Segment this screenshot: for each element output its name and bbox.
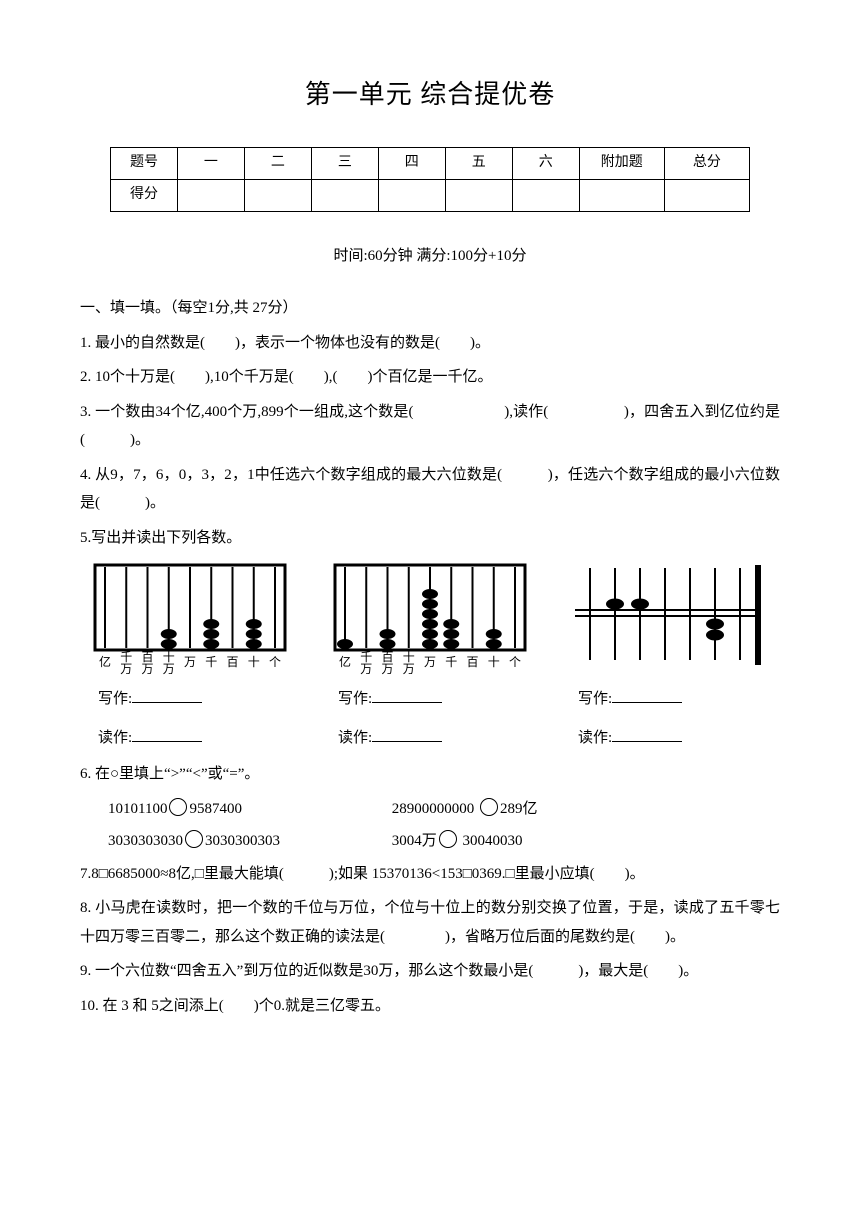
th-col: 附加题	[579, 148, 664, 180]
svg-text:个: 个	[509, 655, 521, 669]
th-col: 二	[244, 148, 311, 180]
table-row: 题号 一 二 三 四 五 六 附加题 总分	[111, 148, 750, 180]
td-blank	[378, 179, 445, 211]
question-7: 7.8□6685000≈8亿,□里最大能填( );如果 15370136<153…	[80, 860, 780, 889]
th-col: 三	[311, 148, 378, 180]
td-label: 得分	[111, 179, 178, 211]
abacus-1: 亿千万百万十万万千百十个 写作: 读作:	[80, 560, 300, 752]
svg-text:亿: 亿	[99, 654, 111, 669]
compare-rhs: 9587400	[189, 801, 242, 817]
question-3: 3. 一个数由34个亿,400个万,899个一组成,这个数是( ),读作( )，…	[80, 398, 780, 455]
svg-text:万: 万	[381, 662, 393, 675]
th-col: 四	[378, 148, 445, 180]
write-label: 写作:	[578, 691, 612, 707]
read-label: 读作:	[578, 730, 612, 746]
score-table: 题号 一 二 三 四 五 六 附加题 总分 得分	[110, 147, 750, 211]
svg-text:万: 万	[424, 655, 436, 669]
svg-text:亿: 亿	[339, 654, 351, 669]
abacus-3-svg	[570, 560, 770, 675]
question-8: 8. 小马虎在读数时，把一个数的千位与万位，个位与十位上的数分别交换了位置，于是…	[80, 894, 780, 951]
compare-lhs: 10101100	[108, 801, 167, 817]
write-line-2: 写作:	[320, 685, 442, 714]
question-6-row1: 10101100 9587400 28900000000 289亿	[80, 795, 780, 824]
read-label: 读作:	[338, 730, 372, 746]
svg-text:百: 百	[226, 655, 238, 669]
blank-underline	[132, 727, 202, 742]
blank-underline	[132, 688, 202, 703]
compare-circle-icon	[169, 798, 187, 816]
td-blank	[244, 179, 311, 211]
read-line-3: 读作:	[560, 724, 682, 753]
blank-underline	[612, 727, 682, 742]
write-line-1: 写作:	[80, 685, 202, 714]
compare-circle-icon	[185, 830, 203, 848]
write-line-3: 写作:	[560, 685, 682, 714]
compare-rhs: 289亿	[500, 801, 538, 817]
blank-underline	[612, 688, 682, 703]
compare-rhs: 3030300303	[205, 833, 280, 849]
td-blank	[664, 179, 749, 211]
compare-circle-icon	[439, 830, 457, 848]
write-label: 写作:	[98, 691, 132, 707]
question-2: 2. 10个十万是( ),10个千万是( ),( )个百亿是一千亿。	[80, 363, 780, 392]
compare-lhs: 28900000000	[392, 801, 478, 817]
svg-text:个: 个	[269, 655, 281, 669]
th-col: 五	[445, 148, 512, 180]
compare-lhs: 3004万	[392, 833, 437, 849]
svg-text:万: 万	[360, 662, 372, 675]
svg-text:万: 万	[141, 662, 153, 675]
td-blank	[311, 179, 378, 211]
compare-rhs: 30040030	[459, 833, 523, 849]
write-label: 写作:	[338, 691, 372, 707]
th-col: 总分	[664, 148, 749, 180]
question-1: 1. 最小的自然数是( )，表示一个物体也没有的数是( )。	[80, 329, 780, 358]
svg-text:十: 十	[488, 655, 500, 669]
read-label: 读作:	[98, 730, 132, 746]
question-6-heading: 6. 在○里填上“>”“<”或“=”。	[80, 760, 780, 789]
abacus-3: 写作: 读作:	[560, 560, 780, 752]
read-line-2: 读作:	[320, 724, 442, 753]
question-6-row2: 3030303030 3030300303 3004万 30040030	[80, 827, 780, 856]
table-row: 得分	[111, 179, 750, 211]
td-blank	[445, 179, 512, 211]
abacus-1-svg: 亿千万百万十万万千百十个	[90, 560, 290, 675]
th-col: 六	[512, 148, 579, 180]
read-line-1: 读作:	[80, 724, 202, 753]
svg-text:千: 千	[445, 655, 457, 669]
th-col: 一	[177, 148, 244, 180]
abacus-2: 亿千万百万十万万千百十个 写作: 读作:	[320, 560, 540, 752]
blank-underline	[372, 727, 442, 742]
svg-text:万: 万	[163, 662, 175, 675]
svg-text:万: 万	[403, 662, 415, 675]
svg-text:千: 千	[205, 655, 217, 669]
svg-text:百: 百	[466, 655, 478, 669]
td-blank	[177, 179, 244, 211]
svg-text:十: 十	[248, 655, 260, 669]
blank-underline	[372, 688, 442, 703]
td-blank	[579, 179, 664, 211]
abacus-row: 亿千万百万十万万千百十个 写作: 读作: 亿千万百万十万万千百十个 写作: 读作…	[80, 560, 780, 752]
question-10: 10. 在 3 和 5之间添上( )个0.就是三亿零五。	[80, 992, 780, 1021]
svg-text:万: 万	[120, 662, 132, 675]
question-4: 4. 从9，7，6，0，3，2，1中任选六个数字组成的最大六位数是( )，任选六…	[80, 461, 780, 518]
page-title: 第一单元 综合提优卷	[80, 70, 780, 119]
th-label: 题号	[111, 148, 178, 180]
svg-text:万: 万	[184, 655, 196, 669]
abacus-2-svg: 亿千万百万十万万千百十个	[330, 560, 530, 675]
td-blank	[512, 179, 579, 211]
compare-lhs: 3030303030	[108, 833, 183, 849]
question-5-heading: 5.写出并读出下列各数。	[80, 524, 780, 553]
compare-circle-icon	[480, 798, 498, 816]
timing-text: 时间:60分钟 满分:100分+10分	[80, 242, 780, 271]
question-9: 9. 一个六位数“四舍五入”到万位的近似数是30万，那么这个数最小是( )，最大…	[80, 957, 780, 986]
section-1-heading: 一、填一填。（每空1分,共 27分）	[80, 294, 780, 323]
